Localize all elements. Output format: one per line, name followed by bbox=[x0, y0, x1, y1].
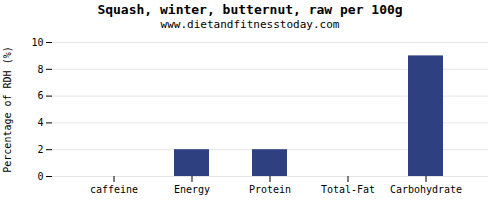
svg-text:2: 2 bbox=[37, 144, 43, 155]
svg-text:4: 4 bbox=[37, 117, 43, 128]
svg-text:Carbohydrate: Carbohydrate bbox=[390, 184, 462, 195]
svg-text:Total-Fat: Total-Fat bbox=[321, 184, 375, 195]
html-text:www.dietandfitnesstoday.com: www.dietandfitnesstoday.com bbox=[160, 18, 340, 31]
svg-text:0: 0 bbox=[37, 171, 43, 182]
svg-text:Protein: Protein bbox=[249, 184, 291, 195]
svg-text:Percentage of RDH (%): Percentage of RDH (%) bbox=[2, 46, 13, 172]
svg-text:6: 6 bbox=[37, 90, 43, 101]
svg-text:10: 10 bbox=[31, 37, 43, 48]
svg-text:8: 8 bbox=[37, 64, 43, 75]
html-text:Squash, winter, butternut, raw: Squash, winter, butternut, raw per 100g bbox=[97, 2, 403, 17]
svg-text:caffeine: caffeine bbox=[90, 184, 138, 195]
svg-text:Energy: Energy bbox=[174, 184, 210, 195]
